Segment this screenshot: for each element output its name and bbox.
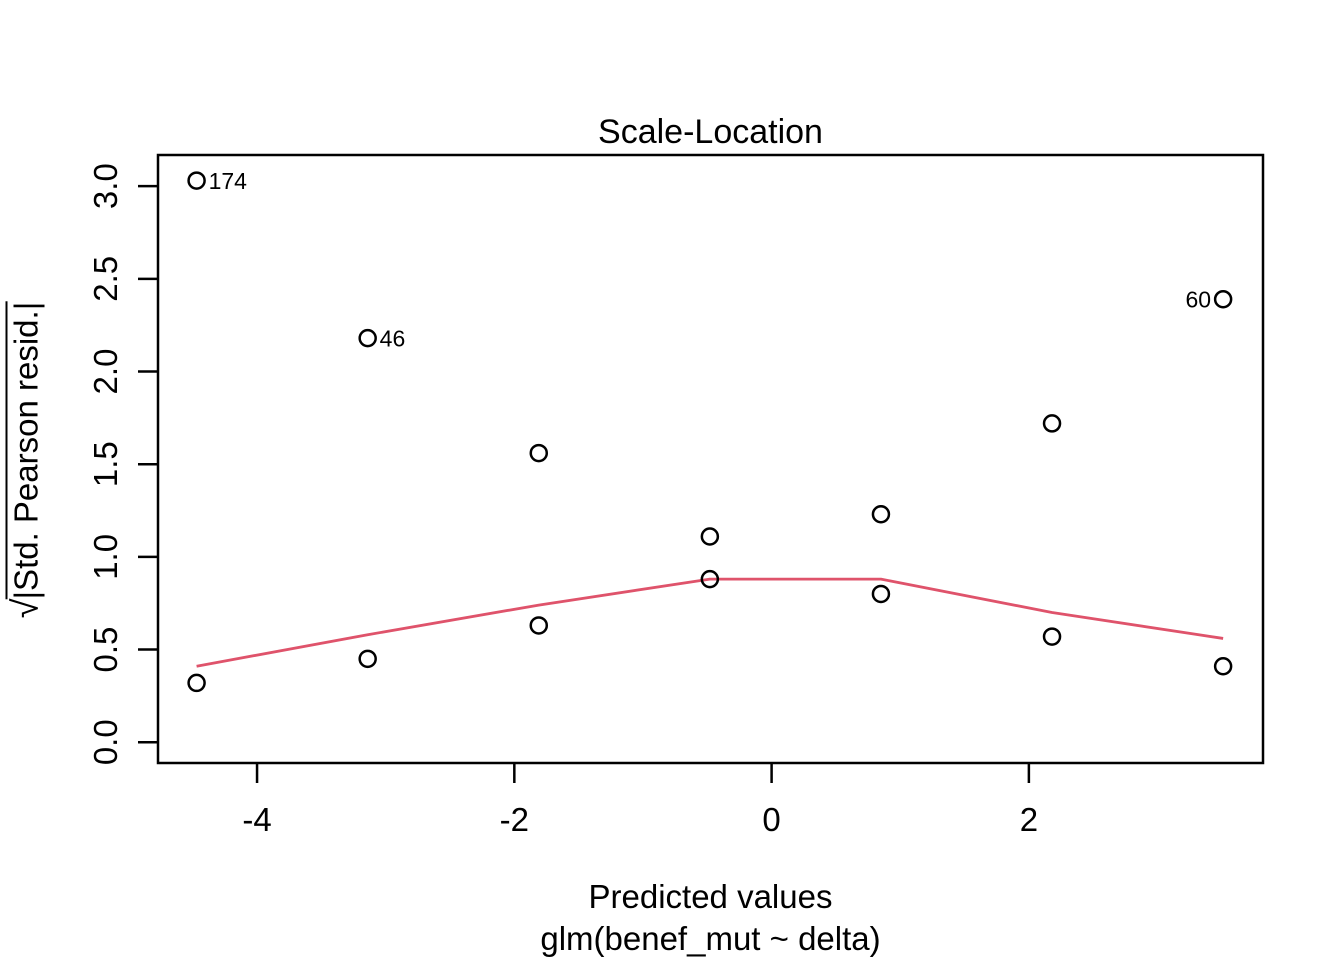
- data-point: [358, 649, 377, 669]
- y-axis-label-text: |Std. Pearson resid.|: [5, 301, 45, 600]
- point-label-174: 174: [209, 168, 248, 194]
- data-point: [529, 443, 549, 463]
- sqrt-symbol: √: [4, 598, 46, 619]
- data-point: [700, 569, 720, 589]
- x-tick-label: -4: [242, 801, 271, 838]
- data-point-174: [187, 171, 206, 190]
- y-tick-label: 0.5: [87, 627, 124, 673]
- y-tick-label: 1.0: [87, 534, 124, 580]
- data-point: [700, 527, 720, 546]
- y-tick-label: 1.5: [87, 441, 124, 487]
- data-point: [871, 584, 891, 604]
- plot-frame: [156, 153, 1265, 765]
- y-tick-label: 3.0: [87, 163, 124, 209]
- point-label-46: 46: [380, 326, 406, 352]
- y-tick-label: 2.5: [87, 256, 124, 302]
- x-tick-label: 0: [762, 801, 780, 838]
- data-point: [529, 616, 549, 635]
- data-point: [1042, 414, 1062, 433]
- y-tick-label: 0.0: [87, 719, 124, 765]
- data-point: [1042, 627, 1062, 646]
- data-point-46: [358, 328, 377, 348]
- data-point: [1213, 656, 1233, 676]
- y-axis-label: √|Std. Pearson resid.|: [4, 301, 46, 619]
- x-tick-label: 2: [1020, 801, 1038, 838]
- data-point: [871, 504, 891, 524]
- data-point-60: [1213, 289, 1233, 309]
- model-caption: glm(benef_mut ~ delta): [540, 920, 880, 957]
- x-axis-label: Predicted values: [589, 878, 833, 915]
- data-point: [187, 673, 206, 693]
- y-tick-label: 2.0: [87, 349, 124, 395]
- plot-title: Scale-Location: [598, 113, 823, 151]
- point-label-60: 60: [1186, 287, 1212, 313]
- x-tick-label: -2: [500, 801, 529, 838]
- smooth-line: [196, 577, 1224, 668]
